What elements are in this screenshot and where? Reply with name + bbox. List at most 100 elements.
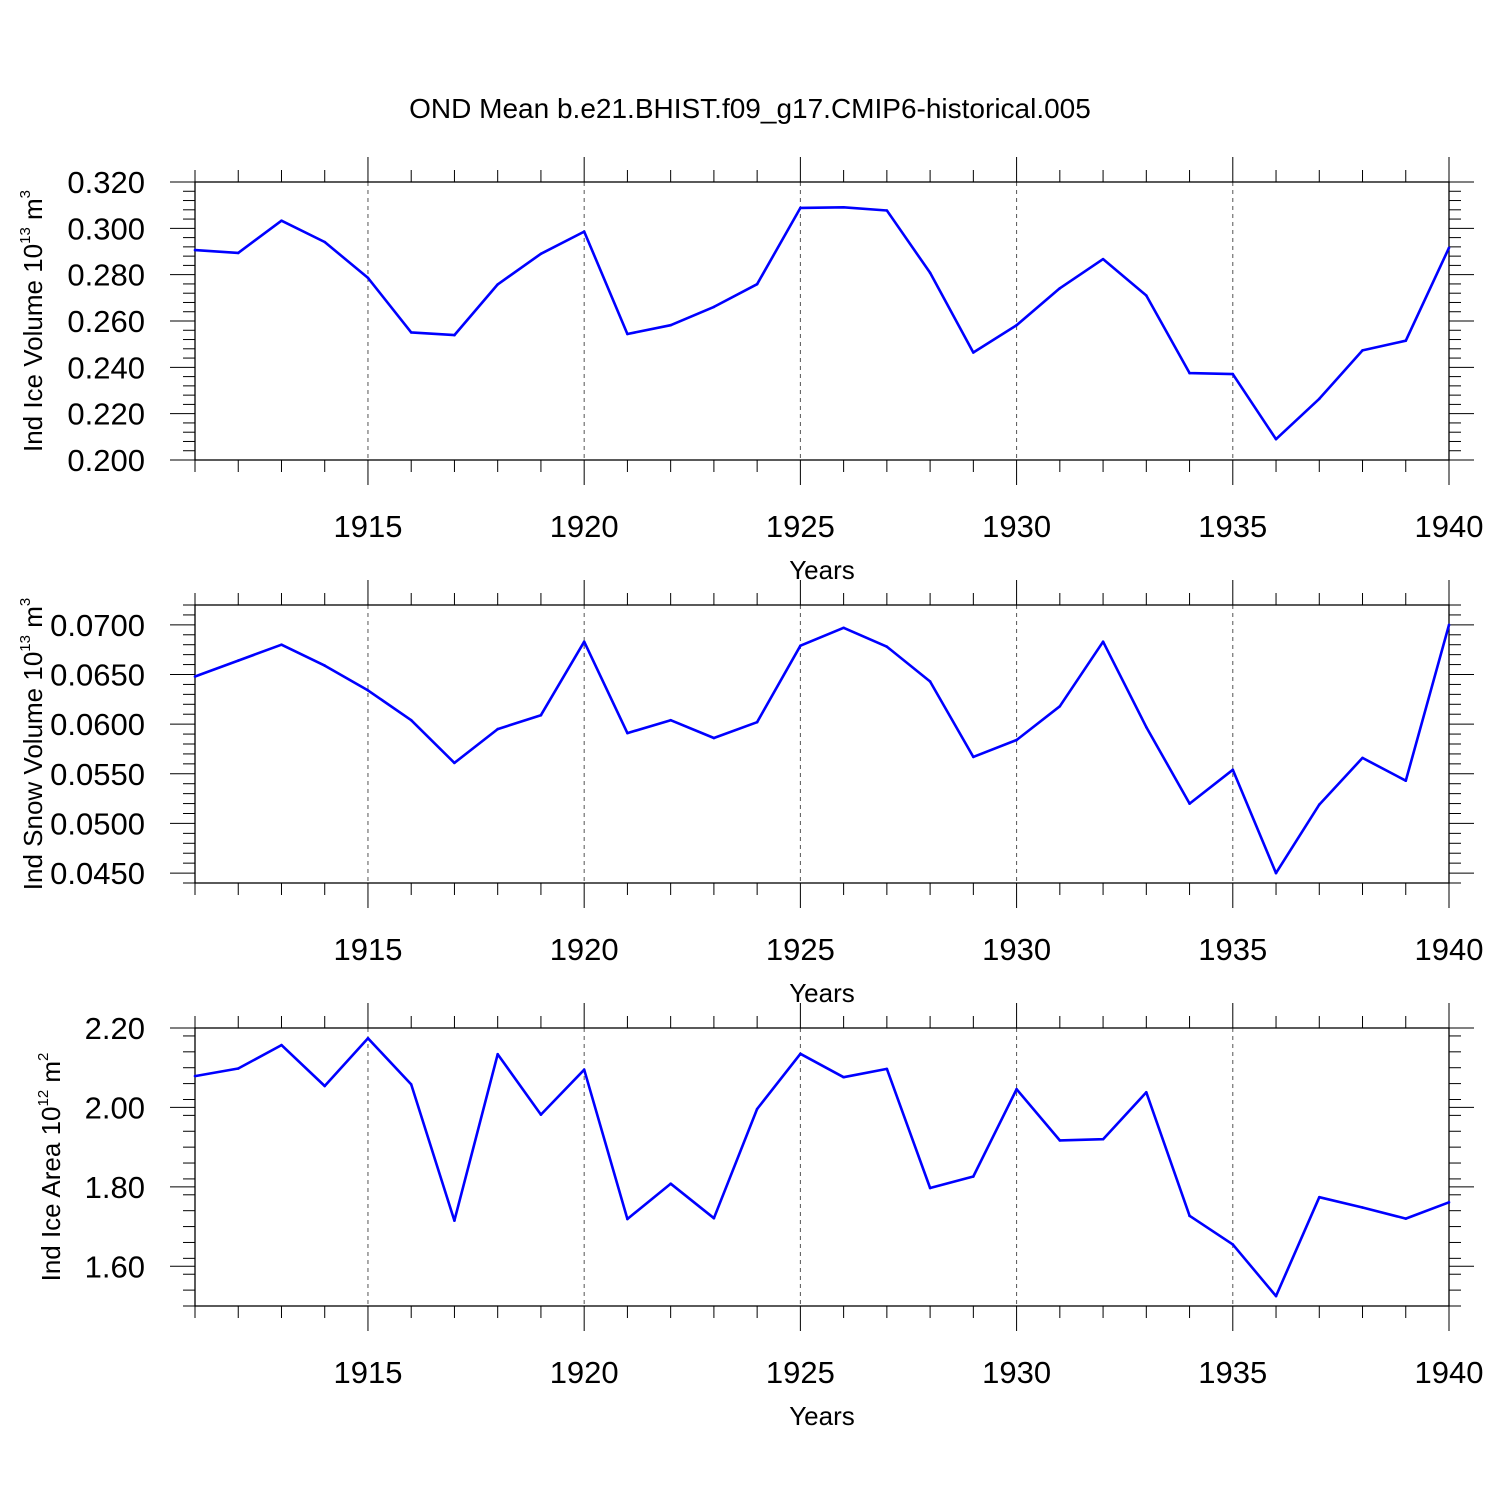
figure-title: OND Mean b.e21.BHIST.f09_g17.CMIP6-histo…	[409, 93, 1091, 124]
y-tick-label: 0.0600	[50, 707, 145, 742]
y-tick-label: 0.0700	[50, 608, 145, 643]
data-point	[280, 219, 283, 222]
data-point	[193, 1074, 197, 1078]
x-tick-label: 1930	[982, 932, 1051, 967]
data-point	[1317, 803, 1321, 806]
data-point	[453, 333, 456, 337]
y-axis-title: Ind Snow Volume 1013 m3	[17, 598, 48, 890]
data-point	[928, 271, 932, 275]
data-point	[1361, 756, 1364, 760]
series-line-snow-volume	[194, 624, 1451, 875]
x-tick-label: 1920	[550, 1355, 619, 1390]
data-point	[582, 640, 586, 644]
x-tick-label: 1935	[1198, 1355, 1267, 1390]
y-axis-title-unit-exp: 3	[17, 598, 34, 606]
data-point	[1274, 1294, 1278, 1298]
data-point	[842, 1075, 845, 1079]
y-tick-label: 0.280	[67, 258, 145, 293]
data-point	[236, 251, 240, 255]
data-point	[366, 276, 370, 280]
data-point	[972, 1175, 975, 1178]
data-point	[1317, 1195, 1321, 1199]
data-point	[972, 351, 975, 354]
panel-ice-area: 1.60 1.80 2.00 2.20 1915 1920 1925 1930 1935 1940…	[35, 1003, 1483, 1431]
x-tick-label: 1935	[1198, 932, 1267, 967]
y-axis-title-unit: m	[18, 198, 48, 227]
data-point	[1015, 323, 1018, 327]
data-point	[928, 1186, 932, 1190]
data-point	[236, 659, 240, 662]
x-tick-label: 1920	[550, 932, 619, 967]
data-point	[1231, 1243, 1235, 1246]
x-tick-label: 1925	[766, 1355, 835, 1390]
data-point	[366, 1037, 370, 1040]
data-point	[1361, 1206, 1364, 1209]
data-point	[582, 1068, 586, 1071]
x-tick-label: 1935	[1198, 509, 1267, 544]
data-point	[1317, 397, 1321, 401]
data-point	[1015, 738, 1018, 742]
data-point	[755, 1107, 759, 1111]
y-axis-title-main: Ind Ice Area 10	[36, 1107, 66, 1282]
data-point	[539, 1113, 543, 1116]
data-point	[842, 205, 845, 209]
data-point	[409, 331, 413, 334]
data-point	[539, 252, 543, 256]
x-tick-label: 1925	[766, 509, 835, 544]
data-point	[669, 323, 672, 327]
y-axis-title-unit: m	[18, 606, 48, 635]
x-tick-label: 1915	[333, 509, 402, 544]
data-point	[712, 305, 716, 309]
data-point	[280, 1043, 283, 1047]
x-axis-title: Years	[789, 1401, 855, 1431]
data-point	[496, 727, 499, 731]
y-tick-label: 1.60	[85, 1249, 145, 1284]
y-axis-title-unit-exp: 2	[35, 1053, 52, 1061]
plot-frame	[194, 1027, 1450, 1307]
data-point	[1231, 768, 1235, 772]
x-tick-label: 1925	[766, 932, 835, 967]
y-tick-label: 0.260	[67, 304, 145, 339]
data-point	[323, 1084, 327, 1088]
data-point	[323, 240, 327, 244]
data-point	[1058, 704, 1062, 708]
y-tick-label: 0.0550	[50, 757, 145, 792]
data-point	[1188, 371, 1191, 375]
series-line-ice-area	[194, 1037, 1450, 1298]
data-point	[1058, 1139, 1062, 1142]
x-tick-label: 1920	[550, 509, 619, 544]
data-point	[1447, 623, 1451, 627]
x-tick-label: 1940	[1415, 932, 1484, 967]
y-tick-label: 0.0450	[50, 856, 145, 891]
data-point	[1404, 1217, 1408, 1220]
data-point	[236, 1067, 240, 1070]
y-axis-title-main: Ind Ice Volume 10	[18, 244, 48, 452]
y-tick-label: 0.320	[67, 165, 145, 200]
data-point	[928, 680, 932, 683]
data-point	[799, 644, 802, 648]
data-point	[1015, 1087, 1018, 1091]
data-point	[1145, 1091, 1148, 1094]
y-tick-label: 0.300	[67, 211, 145, 246]
data-point	[1058, 287, 1062, 290]
data-point	[972, 755, 975, 759]
data-point	[1404, 779, 1408, 783]
data-point	[1188, 802, 1191, 805]
y-tick-label: 1.80	[85, 1170, 145, 1205]
data-point	[323, 664, 327, 667]
y-axis-title-exp: 13	[17, 635, 34, 652]
data-point	[755, 720, 759, 724]
data-point	[409, 718, 413, 722]
panel-snow-volume: 0.0450 0.0500 0.0550 0.0600 0.0650 0.0700 1915…	[17, 580, 1483, 1008]
data-point	[496, 1052, 499, 1056]
y-axis-title-main: Ind Snow Volume 10	[18, 652, 48, 891]
data-point	[712, 736, 716, 740]
y-axis-title-exp: 13	[17, 227, 34, 244]
data-point	[1145, 294, 1148, 297]
y-axis-title: Ind Ice Volume 1013 m3	[17, 190, 48, 452]
data-point	[669, 718, 672, 722]
x-tick-label: 1940	[1415, 1355, 1484, 1390]
y-axis-title: Ind Ice Area 1012 m2	[35, 1053, 66, 1282]
data-point	[1145, 725, 1148, 729]
